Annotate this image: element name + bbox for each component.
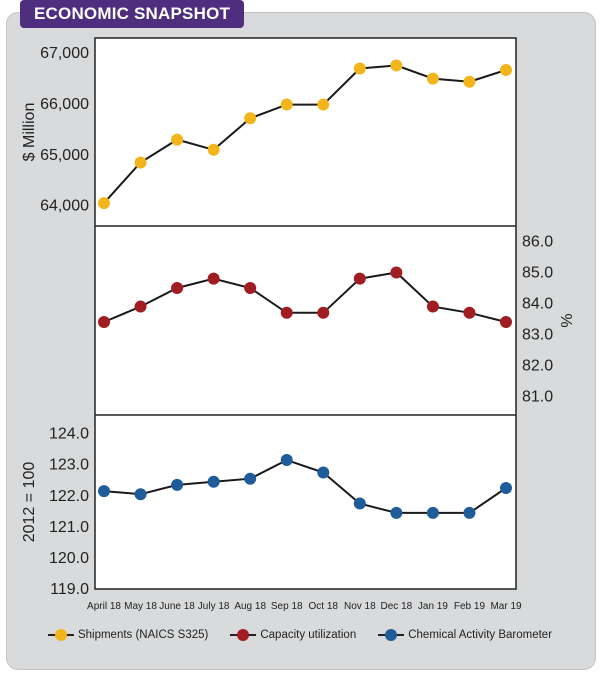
data-point — [463, 506, 476, 519]
x-tick-label: Oct 18 — [309, 601, 339, 612]
data-point — [134, 488, 147, 501]
data-point — [207, 475, 220, 488]
data-point — [134, 156, 147, 169]
data-point — [98, 316, 110, 329]
data-point — [98, 485, 110, 498]
data-point — [500, 316, 512, 329]
y-tick-label: 67,000 — [40, 45, 89, 62]
x-tick-label: April 18 — [87, 601, 121, 612]
legend-marker-shipments-icon — [47, 629, 74, 641]
y-tick-label: 82.0 — [522, 357, 553, 374]
y-tick-label: 85.0 — [522, 264, 553, 281]
y-axis-title: 2012 = 100 — [21, 462, 38, 543]
data-point — [463, 306, 476, 319]
plot-area — [94, 37, 517, 590]
legend-item-barometer: Chemical Activity Barometer — [378, 629, 552, 641]
x-tick-label: July 18 — [198, 601, 230, 612]
x-tick-label: Feb 19 — [454, 601, 486, 612]
data-point — [317, 466, 330, 479]
y-axis-title: % — [559, 313, 576, 327]
data-point — [207, 143, 220, 156]
data-point — [244, 472, 257, 485]
chart-legend: Shipments (NAICS S325) Capacity utilizat… — [0, 624, 600, 646]
data-point — [280, 98, 293, 111]
data-point — [353, 497, 366, 510]
data-point — [390, 266, 403, 279]
y-tick-label: 66,000 — [40, 96, 89, 113]
data-point — [426, 72, 439, 85]
x-tick-label: June 18 — [159, 601, 195, 612]
data-point — [463, 75, 476, 88]
legend-label-capacity: Capacity utilization — [260, 629, 357, 641]
data-point — [317, 306, 330, 319]
legend-item-capacity: Capacity utilization — [230, 629, 356, 641]
legend-label-shipments: Shipments (NAICS S325) — [77, 629, 209, 641]
data-point — [171, 133, 184, 146]
legend-marker-barometer-icon — [378, 629, 405, 641]
y-tick-label: 84.0 — [522, 295, 553, 312]
x-tick-label: May 18 — [124, 601, 157, 612]
data-point — [171, 478, 184, 491]
data-point — [134, 300, 147, 313]
y-tick-label: 119.0 — [50, 581, 89, 598]
series-line — [103, 64, 507, 204]
x-tick-label: Jan 19 — [418, 601, 448, 612]
x-tick-label: Dec 18 — [381, 601, 413, 612]
data-point — [280, 306, 293, 319]
data-point — [426, 300, 439, 313]
y-tick-label: 121.0 — [49, 519, 89, 536]
data-point — [500, 482, 512, 495]
y-axis-title: $ Million — [21, 103, 38, 162]
data-point — [426, 506, 439, 519]
x-tick-label: Aug 18 — [234, 601, 266, 612]
data-point — [317, 98, 330, 111]
data-point — [500, 64, 512, 77]
x-tick-label: Nov 18 — [344, 601, 376, 612]
y-tick-label: 64,000 — [40, 198, 89, 215]
data-point — [207, 272, 220, 285]
data-point — [98, 197, 110, 210]
y-tick-label: 81.0 — [522, 388, 553, 405]
data-point — [280, 454, 293, 467]
legend-label-barometer: Chemical Activity Barometer — [408, 629, 553, 641]
y-tick-label: 122.0 — [49, 488, 89, 505]
series-line — [103, 271, 507, 323]
x-tick-label: Sep 18 — [271, 601, 303, 612]
data-point — [171, 281, 184, 294]
data-point — [244, 281, 257, 294]
y-tick-label: 86.0 — [522, 233, 553, 250]
legend-item-shipments: Shipments (NAICS S325) — [47, 629, 209, 641]
data-point — [390, 59, 403, 72]
y-tick-label: 65,000 — [40, 147, 89, 164]
y-tick-label: 83.0 — [522, 326, 553, 343]
y-tick-label: 120.0 — [49, 550, 89, 567]
x-tick-label: Mar 19 — [490, 601, 522, 612]
y-tick-label: 124.0 — [49, 426, 89, 443]
section-banner: ECONOMIC SNAPSHOT — [20, 0, 245, 28]
data-point — [244, 112, 257, 125]
legend-marker-capacity-icon — [230, 629, 257, 641]
data-point — [353, 272, 366, 285]
y-tick-label: 123.0 — [49, 457, 89, 474]
data-point — [390, 506, 403, 519]
series-line — [103, 459, 507, 514]
data-point — [353, 62, 366, 75]
